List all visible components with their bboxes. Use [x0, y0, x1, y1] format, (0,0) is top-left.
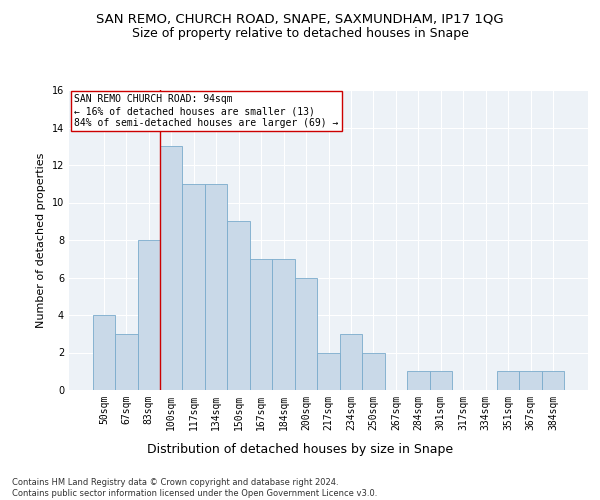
Bar — [272, 259, 295, 390]
Text: SAN REMO CHURCH ROAD: 94sqm
← 16% of detached houses are smaller (13)
84% of sem: SAN REMO CHURCH ROAD: 94sqm ← 16% of det… — [74, 94, 338, 128]
Bar — [317, 352, 340, 390]
Bar — [340, 334, 362, 390]
Bar — [362, 352, 385, 390]
Bar — [520, 371, 542, 390]
Bar — [137, 240, 160, 390]
Bar — [542, 371, 565, 390]
Bar — [92, 315, 115, 390]
Bar — [250, 259, 272, 390]
Text: Size of property relative to detached houses in Snape: Size of property relative to detached ho… — [131, 28, 469, 40]
Bar — [430, 371, 452, 390]
Bar — [227, 221, 250, 390]
Y-axis label: Number of detached properties: Number of detached properties — [36, 152, 46, 328]
Bar — [497, 371, 520, 390]
Text: Contains HM Land Registry data © Crown copyright and database right 2024.
Contai: Contains HM Land Registry data © Crown c… — [12, 478, 377, 498]
Bar — [182, 184, 205, 390]
Bar — [407, 371, 430, 390]
Bar — [115, 334, 137, 390]
Bar — [205, 184, 227, 390]
Text: SAN REMO, CHURCH ROAD, SNAPE, SAXMUNDHAM, IP17 1QG: SAN REMO, CHURCH ROAD, SNAPE, SAXMUNDHAM… — [96, 12, 504, 26]
Bar — [160, 146, 182, 390]
Bar — [295, 278, 317, 390]
Text: Distribution of detached houses by size in Snape: Distribution of detached houses by size … — [147, 442, 453, 456]
